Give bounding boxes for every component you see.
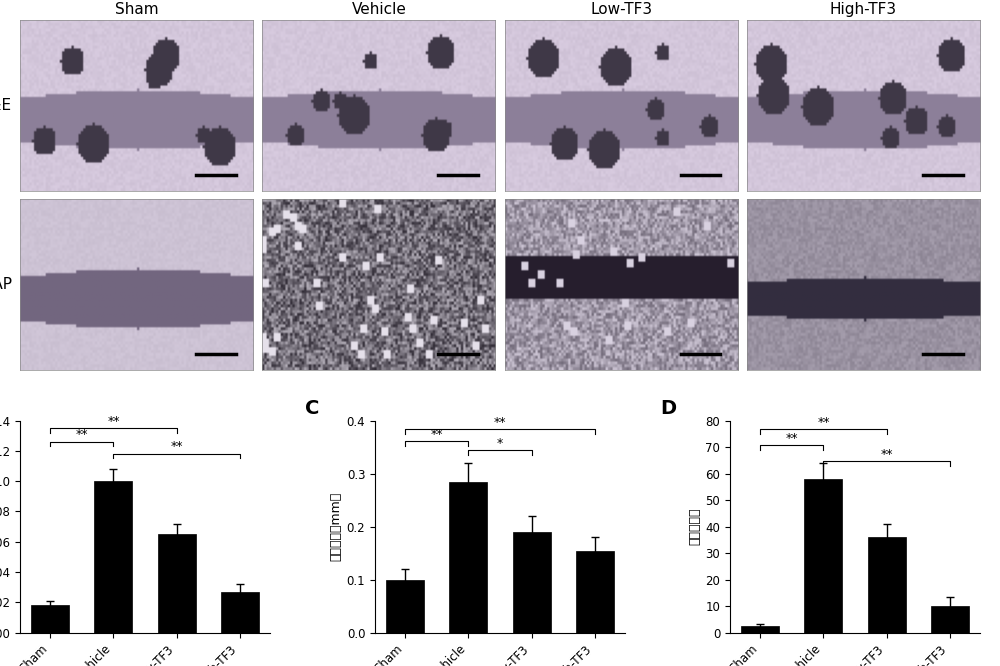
Text: **: **: [786, 432, 798, 445]
Bar: [158, 534, 196, 633]
Bar: [931, 606, 969, 633]
Bar: [449, 482, 487, 633]
Text: **: **: [76, 428, 88, 441]
Text: **: **: [494, 416, 506, 429]
Y-axis label: H&E: H&E: [0, 98, 12, 113]
Bar: [804, 479, 842, 633]
Y-axis label: TRAP: TRAP: [0, 277, 12, 292]
Y-axis label: 骨膜厚度（mm）: 骨膜厚度（mm）: [329, 492, 342, 561]
Bar: [31, 605, 69, 633]
Text: C: C: [305, 400, 319, 418]
Title: Sham: Sham: [115, 3, 158, 17]
Title: Low-TF3: Low-TF3: [590, 3, 652, 17]
Text: **: **: [170, 440, 183, 454]
Bar: [741, 626, 779, 633]
Bar: [94, 481, 132, 633]
Bar: [386, 579, 424, 633]
Text: *: *: [497, 437, 503, 450]
Bar: [576, 551, 614, 633]
Y-axis label: 破骨细胞数: 破骨细胞数: [688, 508, 701, 545]
Text: **: **: [107, 414, 120, 428]
Bar: [868, 537, 906, 633]
Title: High-TF3: High-TF3: [830, 3, 897, 17]
Text: **: **: [817, 416, 830, 429]
Text: **: **: [431, 428, 443, 441]
Bar: [221, 592, 259, 633]
Title: Vehicle: Vehicle: [351, 3, 406, 17]
Text: **: **: [880, 448, 893, 460]
Bar: [513, 532, 551, 633]
Text: D: D: [660, 400, 676, 418]
